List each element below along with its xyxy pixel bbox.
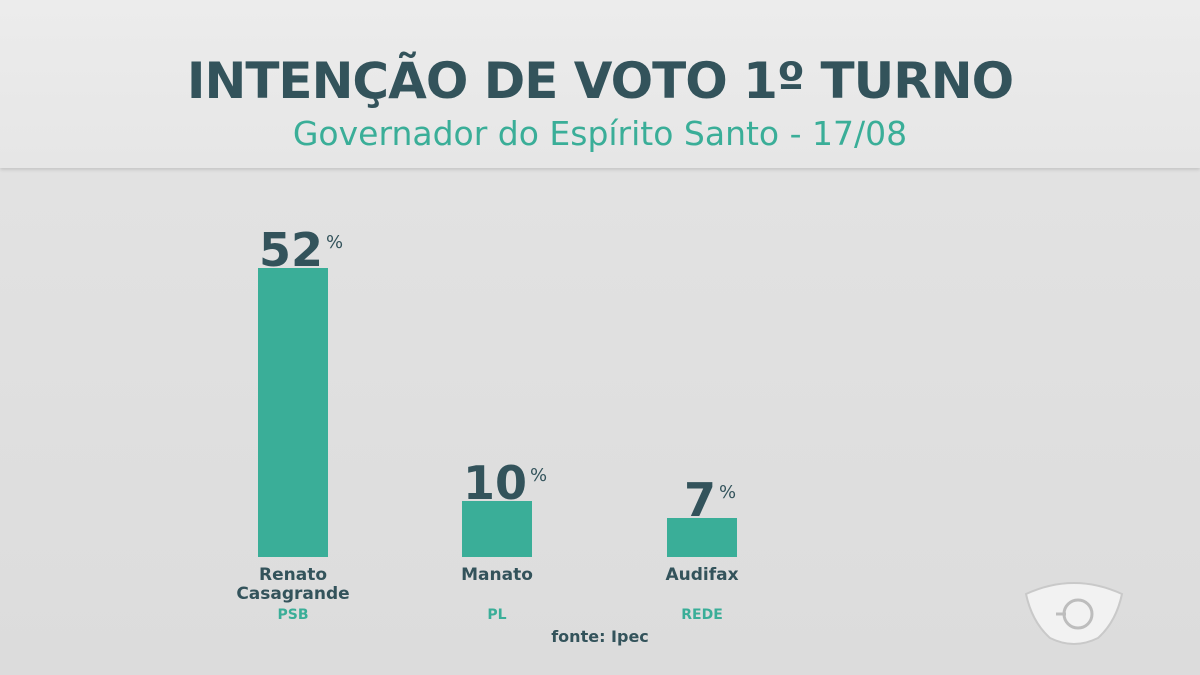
data-label-unit: %: [719, 482, 737, 503]
data-label-unit: %: [530, 465, 548, 486]
tick-label: Renato Casagrande: [236, 565, 350, 604]
data-label-value: 10: [463, 456, 528, 510]
party-label: REDE: [681, 607, 723, 623]
data-label: 7%: [684, 477, 736, 523]
chart-header: INTENÇÃO DE VOTO 1º TURNO Governador do …: [0, 0, 1200, 168]
party-label: PL: [487, 607, 507, 623]
data-label-value: 7: [684, 473, 717, 527]
bar: [258, 268, 328, 557]
tick-label: Audifax: [665, 565, 739, 585]
source-note: fonte: Ipec: [551, 627, 649, 646]
data-label-unit: %: [326, 232, 344, 253]
data-label: 52%: [259, 227, 343, 273]
tick-label: Manato: [461, 565, 533, 585]
chart-title: INTENÇÃO DE VOTO 1º TURNO: [186, 52, 1014, 110]
data-label-value: 52: [259, 223, 324, 277]
bar: [462, 501, 532, 557]
chart-subtitle: Governador do Espírito Santo - 17/08: [292, 114, 908, 153]
network-eye-logo: [1024, 582, 1124, 645]
party-label: PSB: [277, 607, 309, 623]
data-label: 10%: [463, 460, 547, 506]
bar: [667, 518, 737, 557]
